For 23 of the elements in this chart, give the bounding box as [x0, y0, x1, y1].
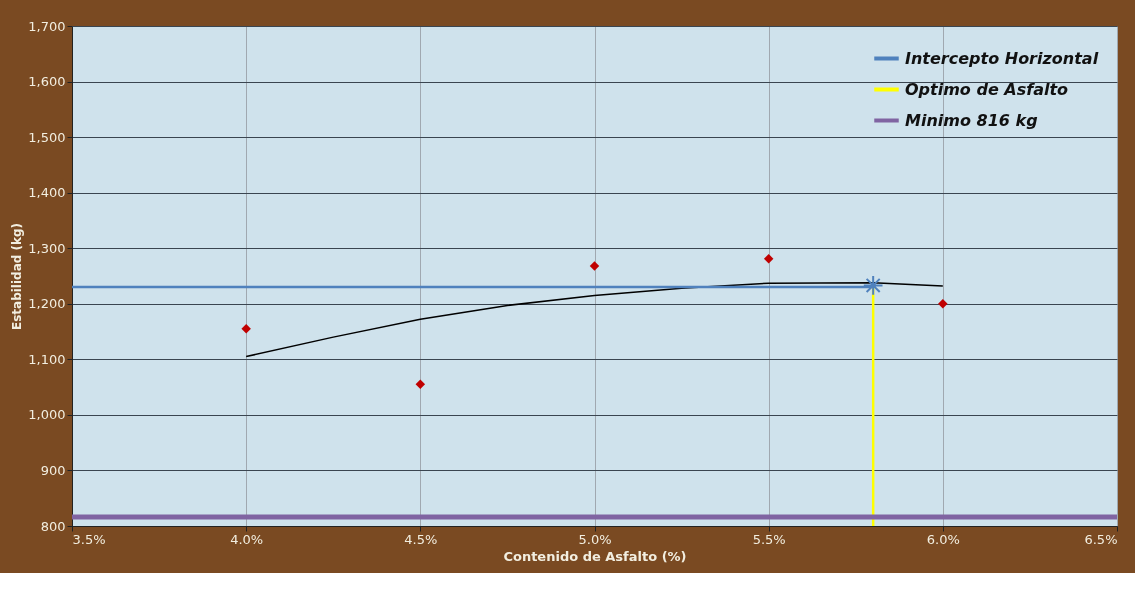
y-tick-label: 1,400: [28, 185, 66, 201]
y-tick-label: 1,700: [28, 18, 66, 34]
x-tick-label: 6.0%: [926, 531, 960, 547]
line-series: [245, 281, 944, 358]
y-tick-label: 800: [40, 518, 66, 534]
y-tick-label: 900: [40, 462, 66, 478]
x-tick-label: 5.0%: [578, 531, 612, 547]
legend-label: Intercepto Horizontal: [905, 48, 1099, 68]
x-tick-label: 3.5%: [72, 531, 106, 547]
y-tick-label: 1,100: [28, 351, 66, 367]
x-axis-title: Contenido de Asfalto (%): [503, 548, 687, 564]
x-tick-label: 5.5%: [752, 531, 786, 547]
y-tick-label: 1,600: [28, 74, 66, 90]
x-tick-label: 6.5%: [1084, 531, 1118, 547]
x-tick-label: 4.5%: [404, 531, 438, 547]
x-tick-label: 4.0%: [230, 531, 264, 547]
legend-label: Minimo 816 kg: [905, 110, 1038, 130]
y-tick-label: 1,200: [28, 296, 66, 312]
y-tick-label: 1,300: [28, 240, 66, 256]
y-tick-label: 1,500: [28, 129, 66, 145]
legend-label: Optimo de Asfalto: [905, 79, 1069, 99]
y-tick-label: 1,000: [28, 407, 66, 423]
y-axis-title: Estabilidad (kg): [10, 222, 25, 331]
